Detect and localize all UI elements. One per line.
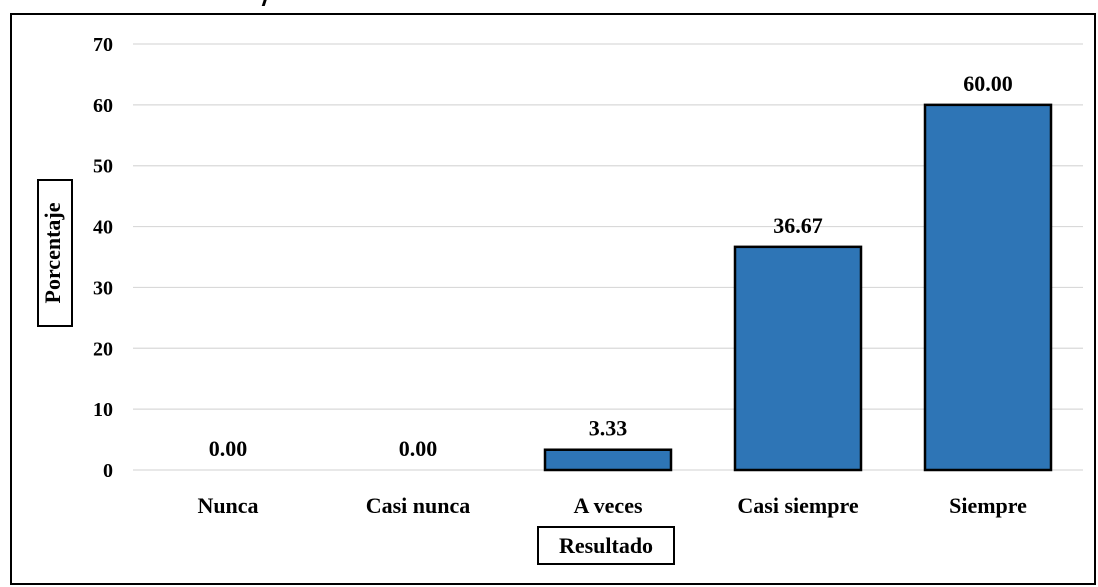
x-tick-label: Siempre	[949, 493, 1027, 518]
x-axis-title-box	[537, 526, 675, 565]
bar-casi-siempre	[733, 245, 863, 472]
chart-frame	[10, 13, 1096, 585]
y-tick-label: 70	[93, 34, 113, 56]
data-label: 36.67	[773, 213, 823, 238]
data-labels: 0.00 0.00 3.33 36.67 60.00	[209, 71, 1013, 461]
y-axis-title-group: Porcentaje	[37, 179, 73, 327]
x-tick-label: Nunca	[197, 493, 258, 518]
y-tick-label: 50	[93, 156, 113, 178]
bar-siempre	[923, 103, 1053, 472]
y-tick-label: 10	[93, 399, 113, 421]
y-tick-label: 30	[93, 277, 113, 299]
x-axis-title: Resultado	[559, 533, 653, 558]
bars	[543, 103, 1053, 472]
y-tick-label: 40	[93, 217, 113, 239]
x-axis-ticks: Nunca Casi nunca A veces Casi siempre Siempr…	[197, 493, 1027, 518]
x-tick-label: Casi nunca	[366, 493, 471, 518]
data-label: 0.00	[209, 436, 248, 461]
y-axis-ticks: 0 10 20 30 40 50 60 70	[93, 34, 113, 482]
y-tick-label: 60	[93, 95, 113, 117]
data-label: 60.00	[963, 71, 1013, 96]
bar-a-veces	[543, 448, 673, 472]
data-label: 0.00	[399, 436, 438, 461]
x-tick-label: A veces	[573, 493, 642, 518]
y-axis-title-box	[37, 179, 73, 327]
x-tick-label: Casi siempre	[737, 493, 858, 518]
y-tick-label: 0	[103, 460, 113, 482]
x-axis-title-group: Resultado	[537, 526, 675, 565]
y-axis-title: Porcentaje	[40, 202, 65, 303]
data-label: 3.33	[589, 416, 628, 441]
y-tick-label: 20	[93, 338, 113, 360]
